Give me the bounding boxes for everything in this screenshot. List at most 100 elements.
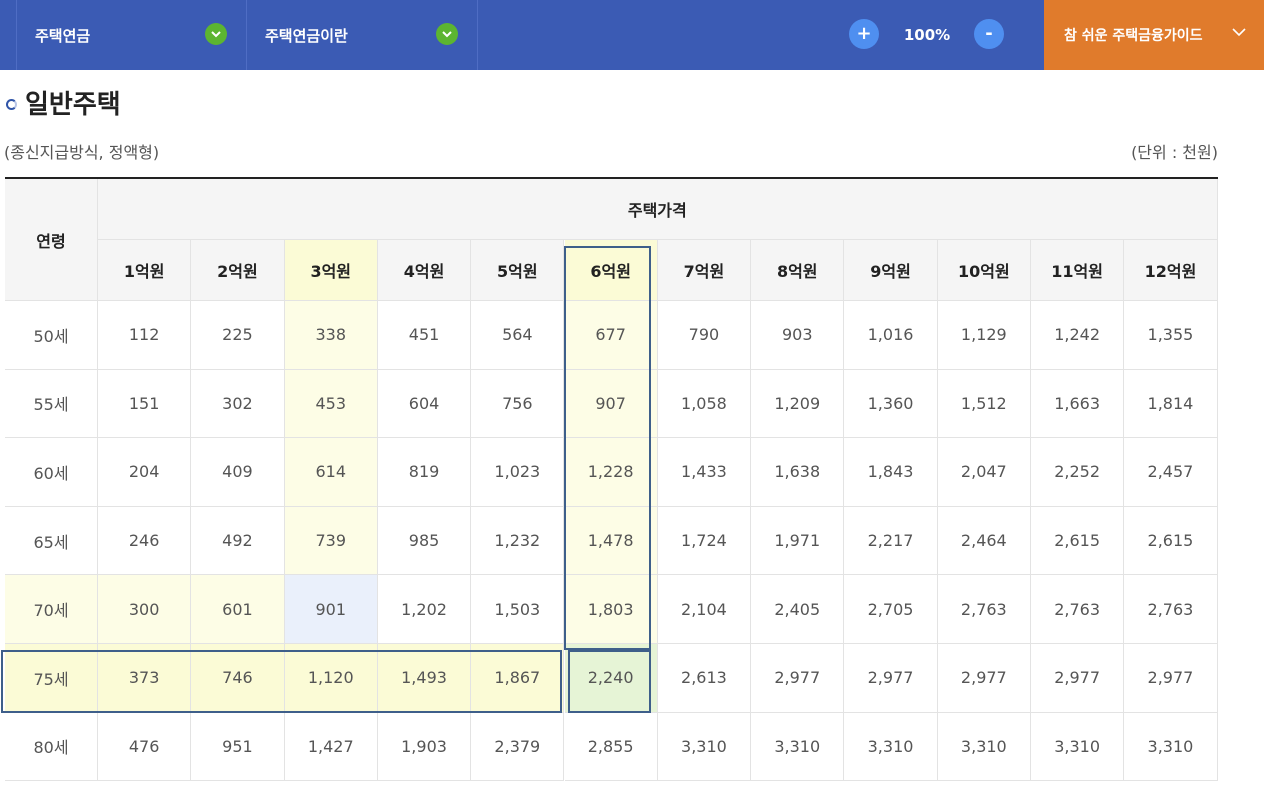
age-row-label: 65세	[5, 506, 98, 576]
price-column-group-header: 주택가격	[98, 179, 1218, 240]
table-cell: 2,763	[1124, 575, 1218, 644]
table-cell: 1,360	[844, 369, 938, 439]
table-cell: 1,023	[471, 438, 565, 507]
guide-dropdown-button[interactable]: 참 쉬운 주택금융가이드	[1044, 0, 1264, 70]
table-cell: 746	[191, 644, 285, 713]
table-cell: 1,242	[1031, 301, 1125, 370]
table-cell: 2,977	[1124, 644, 1218, 713]
menu-dropdown-about[interactable]: 주택연금이란	[246, 0, 478, 70]
table-cell: 204	[98, 438, 192, 507]
price-column-header: 6억원	[564, 240, 658, 301]
price-column-header: 4억원	[377, 240, 472, 301]
price-column-header: 12억원	[1124, 240, 1218, 301]
table-cell: 1,433	[657, 438, 752, 507]
table-cell: 2,457	[1124, 438, 1218, 507]
table-cell: 601	[191, 575, 285, 644]
table-cell: 564	[471, 301, 565, 370]
price-column-header: 3억원	[284, 240, 378, 301]
table-cell: 1,814	[1124, 369, 1218, 439]
age-row-label: 75세	[5, 644, 98, 713]
table-cell: 453	[284, 369, 378, 439]
table-cell: 1,209	[751, 369, 845, 439]
table-cell: 2,104	[657, 575, 752, 644]
table-cell: 409	[191, 438, 285, 507]
menu-label: 주택연금이란	[265, 26, 348, 45]
table-cell: 2,705	[844, 575, 938, 644]
table-cell: 1,903	[377, 712, 472, 782]
zoom-out-button[interactable]: -	[974, 19, 1004, 49]
table-cell: 1,638	[751, 438, 845, 507]
table-cell: 338	[284, 301, 378, 370]
price-column-header: 11억원	[1031, 240, 1125, 301]
table-cell: 2,405	[751, 575, 845, 644]
table-cell: 1,724	[657, 506, 752, 576]
age-row-label: 60세	[5, 438, 98, 507]
table-cell: 739	[284, 506, 378, 576]
table-cell: 819	[377, 438, 472, 507]
zoom-in-button[interactable]: +	[849, 19, 879, 49]
table-cell: 3,310	[937, 712, 1031, 782]
top-navigation-bar: 주택연금 주택연금이란 + 100% - 참 쉬운 주택금융가이드	[0, 0, 1264, 70]
chevron-down-icon[interactable]	[205, 23, 227, 45]
table-cell: 3,310	[657, 712, 752, 782]
plus-icon: +	[856, 23, 872, 44]
table-cell: 2,379	[471, 712, 565, 782]
table-cell: 677	[564, 301, 658, 370]
table-cell: 2,855	[564, 712, 658, 782]
table-cell: 2,977	[844, 644, 938, 713]
table-cell: 790	[657, 301, 752, 370]
table-cell: 903	[751, 301, 845, 370]
pension-table: 연령 주택가격 1억원 2억원 3억원 4억원 5억원 6억원 7억원 8억원 9억원 10억원 11억…	[1, 177, 1218, 782]
table-cell: 604	[377, 369, 472, 439]
table-cell: 246	[98, 506, 192, 576]
table-cell: 1,503	[471, 575, 565, 644]
table-cell: 300	[98, 575, 192, 644]
table-cell: 1,493	[377, 644, 472, 713]
table-cell: 451	[377, 301, 472, 370]
age-row-label: 80세	[5, 712, 98, 782]
table-cell: 2,615	[1124, 506, 1218, 576]
table-cell: 1,129	[937, 301, 1031, 370]
table-cell: 2,977	[937, 644, 1031, 713]
table-cell: 901	[284, 575, 378, 644]
guide-label: 참 쉬운 주택금융가이드	[1064, 28, 1203, 44]
menu-label: 주택연금	[35, 26, 91, 45]
table-cell: 373	[98, 644, 192, 713]
table-cell: 3,310	[751, 712, 845, 782]
table-cell: 1,120	[284, 644, 378, 713]
table-cell: 1,478	[564, 506, 658, 576]
table-cell: 1,232	[471, 506, 565, 576]
price-column-header: 7억원	[657, 240, 752, 301]
table-cell: 1,016	[844, 301, 938, 370]
bullet-icon	[6, 99, 17, 110]
price-column-header: 10억원	[937, 240, 1031, 301]
table-cell: 112	[98, 301, 192, 370]
age-row-label: 70세	[5, 575, 98, 644]
table-cell: 3,310	[1124, 712, 1218, 782]
table-cell: 756	[471, 369, 565, 439]
table-cell: 2,252	[1031, 438, 1125, 507]
page-subtitle: (종신지급방식, 정액형)	[4, 143, 160, 162]
table-cell: 2,047	[937, 438, 1031, 507]
price-column-header: 9억원	[844, 240, 938, 301]
table-cell: 492	[191, 506, 285, 576]
table-cell: 1,228	[564, 438, 658, 507]
table-cell: 1,512	[937, 369, 1031, 439]
table-cell: 476	[98, 712, 192, 782]
menu-dropdown-housing-pension[interactable]: 주택연금	[16, 0, 246, 70]
table-cell: 2,217	[844, 506, 938, 576]
chevron-down-icon[interactable]	[436, 23, 458, 45]
table-cell: 2,763	[937, 575, 1031, 644]
table-cell: 1,355	[1124, 301, 1218, 370]
table-cell: 3,310	[1031, 712, 1125, 782]
table-cell: 614	[284, 438, 378, 507]
table-cell: 907	[564, 369, 658, 439]
table-cell: 1,427	[284, 712, 378, 782]
age-row-label: 55세	[5, 369, 98, 439]
page-title: 일반주택	[25, 90, 121, 120]
minus-icon: -	[985, 23, 993, 44]
table-cell: 951	[191, 712, 285, 782]
table-cell: 1,971	[751, 506, 845, 576]
table-cell: 2,464	[937, 506, 1031, 576]
table-cell: 1,803	[564, 575, 658, 644]
